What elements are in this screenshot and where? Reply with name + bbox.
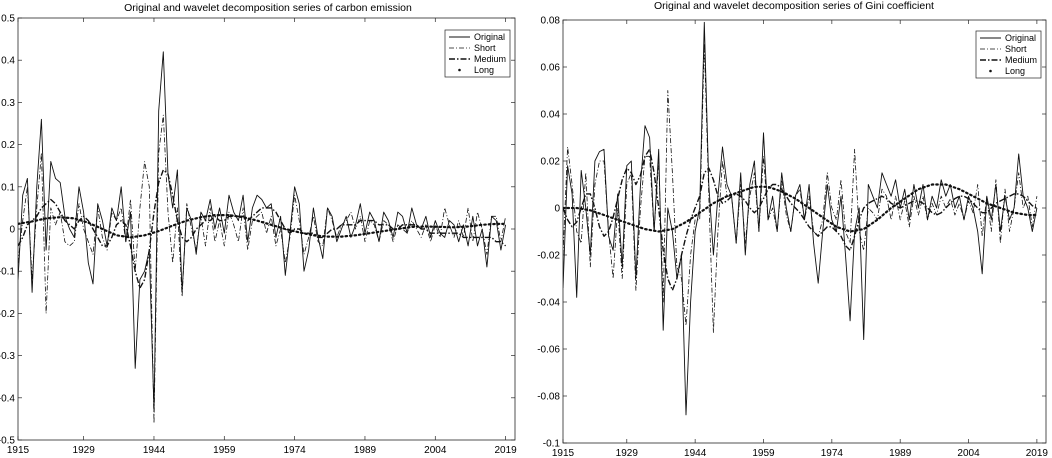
chart-title: Original and wavelet decomposition serie… (654, 0, 934, 12)
y-tick-label: 0.04 (541, 110, 561, 121)
series-group (563, 21, 1038, 416)
legend-box (444, 29, 511, 78)
y-tick-label: -0.5 (0, 436, 15, 447)
legend-label-long: Long (1005, 66, 1025, 76)
carbon-emission-chart: Original and wavelet decomposition serie… (0, 2, 517, 456)
y-tick-label: -0.1 (0, 267, 15, 278)
y-tick-label: 0.2 (1, 140, 15, 151)
y-tick-label: 0.4 (1, 56, 15, 67)
x-tick-label: 1959 (752, 448, 775, 458)
legend-label-original: Original (474, 32, 505, 42)
y-tick-label: -0.06 (537, 345, 560, 356)
legend-label-long: Long (474, 65, 494, 75)
legend-label-medium: Medium (1005, 55, 1037, 65)
series-original-line (18, 51, 507, 411)
x-tick-label: 2019 (494, 445, 517, 456)
series-short-line (18, 114, 506, 424)
plot-area: -0.5 -0.4 -0.3 -0.2 -0.1 0 0.1 0.2 0.3 0.4 0.5 1915… (0, 14, 517, 457)
y-tick-label: 0.02 (541, 157, 561, 168)
legend-label-original: Original (1005, 33, 1036, 43)
legend-box (975, 30, 1042, 79)
y-tick-label: 0.1 (1, 182, 15, 193)
y-tick-label: 0.08 (541, 16, 561, 27)
x-tick-label: 1974 (284, 445, 307, 456)
x-tick-label: 1989 (354, 445, 377, 456)
y-tick-label: 0.3 (1, 98, 15, 109)
y-tick-label: 0 (9, 225, 15, 236)
legend-swatch-long (458, 68, 461, 72)
x-tick-label: 2004 (957, 448, 980, 458)
x-tick-label: 1959 (213, 445, 236, 456)
legend-swatch-long (989, 69, 992, 73)
gini-coefficient-chart: Original and wavelet decomposition serie… (537, 0, 1048, 458)
y-tick-label: -0.1 (543, 439, 561, 450)
x-tick-label: 2019 (1026, 448, 1049, 458)
legend-label-short: Short (1005, 44, 1027, 54)
y-tick-label: -0.02 (537, 251, 560, 262)
chart-title: Original and wavelet decomposition serie… (124, 2, 412, 14)
x-tick-label: 1989 (889, 448, 912, 458)
y-tick-label: 0 (554, 204, 560, 215)
x-tick-label: 1944 (143, 445, 166, 456)
y-tick-label: -0.08 (537, 392, 560, 403)
x-tick-label: 1929 (73, 445, 96, 456)
y-tick-label: -0.4 (0, 393, 15, 404)
series-original-line (563, 21, 1038, 416)
x-tick-label: 1974 (821, 448, 844, 458)
legend-label-short: Short (474, 43, 496, 53)
x-tick-label: 1915 (7, 445, 30, 456)
series-medium-line (18, 169, 507, 289)
series-medium-line (563, 148, 1038, 291)
y-tick-label: -0.2 (0, 309, 15, 320)
x-tick-label: 1915 (552, 448, 575, 458)
y-tick-label: -0.04 (537, 298, 560, 309)
legend-label-medium: Medium (474, 54, 506, 64)
x-tick-label: 2004 (424, 445, 447, 456)
axes-frame (562, 19, 1047, 444)
y-tick-label: 0.06 (541, 63, 561, 74)
y-tick-label: -0.3 (0, 351, 15, 362)
plot-area: -0.1 -0.08 -0.06 -0.04 -0.02 0 0.02 0.04 0.06 0.0… (537, 16, 1048, 458)
series-group (18, 51, 507, 424)
x-tick-label: 1944 (684, 448, 707, 458)
x-tick-label: 1929 (616, 448, 639, 458)
y-tick-label: 0.5 (1, 14, 15, 25)
series-short-line (563, 43, 1038, 333)
